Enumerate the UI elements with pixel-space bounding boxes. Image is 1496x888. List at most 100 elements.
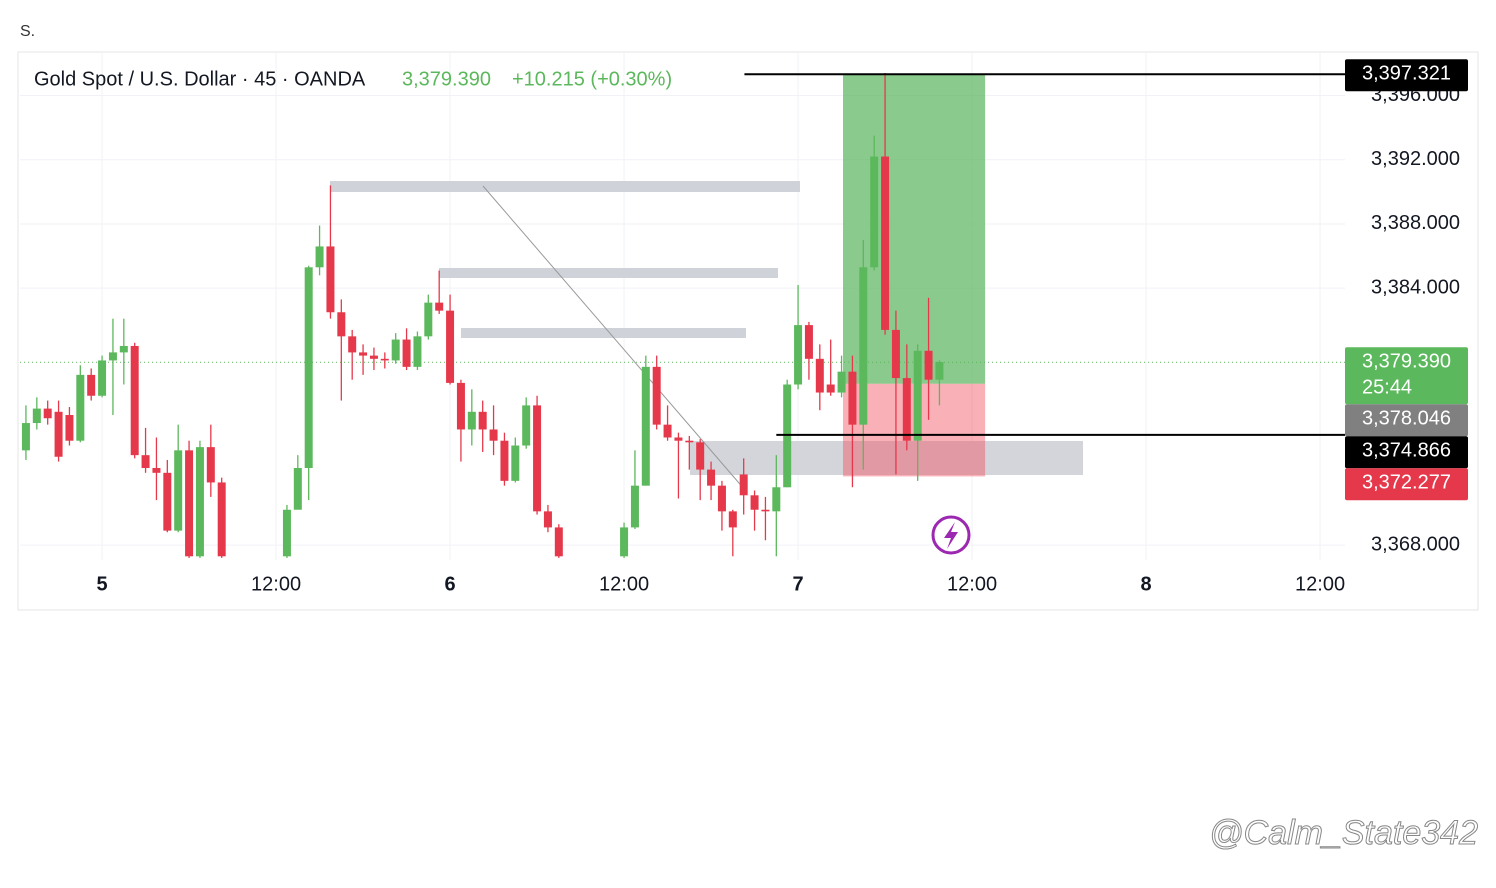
candle-body bbox=[65, 415, 74, 441]
chart-frame bbox=[17, 51, 1479, 611]
candle-body bbox=[794, 325, 803, 385]
candle-body bbox=[630, 485, 639, 528]
candle-body bbox=[478, 411, 487, 430]
candle-body bbox=[554, 527, 563, 557]
candle-body bbox=[891, 329, 900, 379]
alert-icon[interactable] bbox=[931, 515, 971, 555]
candle-body bbox=[652, 366, 661, 425]
candle-body bbox=[293, 468, 302, 510]
candle-body bbox=[717, 485, 726, 512]
candle-body bbox=[348, 336, 357, 353]
candle-body bbox=[674, 437, 683, 441]
x-tick-label: 12:00 bbox=[947, 573, 997, 595]
candle-body bbox=[435, 302, 444, 311]
candle-body bbox=[456, 382, 465, 430]
candle-body bbox=[391, 339, 400, 361]
price-label-box bbox=[1345, 436, 1468, 469]
candle-body bbox=[446, 310, 455, 383]
x-tick-label: 12:00 bbox=[1295, 573, 1345, 595]
candle-body bbox=[217, 482, 226, 557]
candle-body bbox=[848, 371, 857, 425]
candle-body bbox=[761, 509, 770, 512]
candle-body bbox=[881, 156, 890, 330]
candle-body bbox=[533, 405, 542, 512]
header-change: +10.215 (+0.30%) bbox=[512, 68, 672, 90]
candle-body bbox=[935, 362, 944, 380]
x-tick-label: 7 bbox=[793, 573, 804, 595]
watermark: @Calm_State342 bbox=[1209, 814, 1478, 852]
candle-body bbox=[54, 411, 63, 457]
y-tick-label: 3,392.000 bbox=[1371, 148, 1460, 170]
price-labels: 3,397.321 3,379.390 25:44 3,378.046 3,374.86… bbox=[1345, 59, 1468, 501]
candle-body bbox=[750, 495, 759, 510]
price-axis: 5 12:00 6 12:00 7 12:00 8 12:00 3,368.000 3,384.0… bbox=[97, 84, 1460, 595]
plot bbox=[20, 73, 1345, 558]
x-tick-label: 12:00 bbox=[251, 573, 301, 595]
trend-line bbox=[482, 185, 746, 491]
candle-body bbox=[620, 527, 629, 557]
candle-body bbox=[326, 246, 335, 313]
candle-body bbox=[87, 374, 96, 396]
x-tick-label: 12:00 bbox=[599, 573, 649, 595]
zone-drawing bbox=[690, 441, 1083, 475]
candle-body bbox=[380, 358, 389, 361]
candle-body bbox=[98, 360, 107, 396]
candle-body bbox=[76, 374, 85, 441]
x-tick-label: 8 bbox=[1140, 573, 1151, 595]
candle-body bbox=[43, 408, 52, 419]
candle-body bbox=[282, 509, 291, 557]
candle-body bbox=[815, 358, 824, 393]
candle-body bbox=[304, 267, 313, 469]
candle-body bbox=[913, 350, 922, 441]
candle-body bbox=[195, 447, 204, 557]
y-tick-label: 3,368.000 bbox=[1371, 533, 1460, 555]
price-label-box bbox=[1345, 347, 1468, 405]
candle-body bbox=[119, 345, 128, 353]
price-label: 3,378.046 bbox=[1362, 407, 1451, 429]
candle-body bbox=[413, 336, 422, 367]
price-label: 3,374.866 bbox=[1362, 439, 1451, 461]
candle-body bbox=[337, 312, 346, 337]
candle-body bbox=[543, 511, 552, 528]
countdown: 25:44 bbox=[1362, 376, 1412, 398]
candle-body bbox=[870, 156, 879, 268]
zone-drawing bbox=[461, 328, 746, 338]
price-label: 3,379.390 bbox=[1362, 350, 1451, 372]
candle-body bbox=[707, 469, 716, 486]
candle-body bbox=[924, 350, 933, 380]
candle-body bbox=[424, 302, 433, 337]
candle-body bbox=[359, 352, 368, 356]
candle-body bbox=[315, 246, 324, 268]
price-label: 3,397.321 bbox=[1362, 63, 1451, 85]
y-tick-label: 3,384.000 bbox=[1371, 276, 1460, 298]
price-label-box bbox=[1345, 59, 1468, 92]
candle-body bbox=[826, 384, 835, 393]
candle-body bbox=[902, 378, 911, 441]
candle-body bbox=[837, 371, 846, 393]
price-label: 3,372.277 bbox=[1362, 471, 1451, 493]
candle-body bbox=[500, 440, 509, 481]
candle-body bbox=[663, 424, 672, 438]
candle-body bbox=[641, 366, 650, 486]
chart-title: Gold Spot / U.S. Dollar · 45 · OANDA bbox=[34, 68, 366, 90]
candle-body bbox=[685, 440, 694, 443]
zone-drawing bbox=[439, 268, 778, 278]
screen-label: S. bbox=[20, 23, 35, 40]
candle-body bbox=[728, 511, 737, 528]
candle-body bbox=[696, 442, 705, 470]
candle-body bbox=[206, 447, 215, 483]
candle-body bbox=[804, 325, 813, 359]
candle-body bbox=[130, 345, 139, 456]
candle-body bbox=[163, 472, 172, 531]
candle-body bbox=[185, 450, 194, 557]
candle-body bbox=[108, 352, 117, 361]
candle-body bbox=[511, 445, 520, 481]
candle-body bbox=[783, 384, 792, 488]
candle-body bbox=[32, 408, 41, 424]
price-label-box bbox=[1345, 404, 1468, 437]
x-tick-label: 5 bbox=[97, 573, 108, 595]
candle-body bbox=[772, 487, 781, 512]
candle-body bbox=[152, 468, 161, 473]
zone-drawing bbox=[330, 181, 800, 192]
